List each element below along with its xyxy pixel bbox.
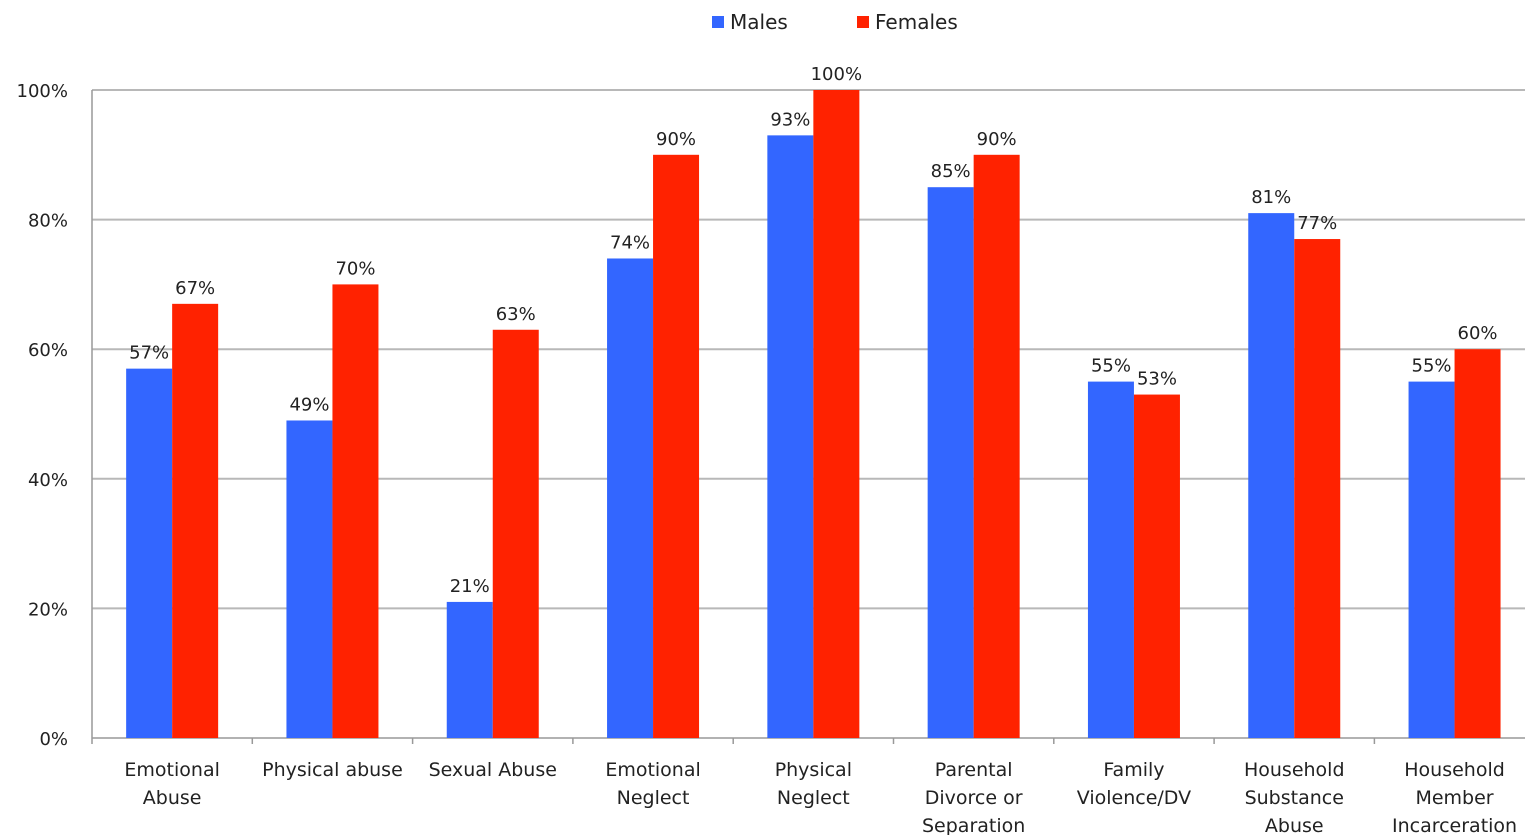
data-label-females: 100% [811, 64, 862, 85]
legend-item-females: Females [857, 10, 958, 34]
x-tick-label: Incarceration [1392, 815, 1517, 835]
data-label-males: 57% [129, 343, 169, 364]
bar-males [1408, 381, 1455, 738]
data-label-males: 55% [1412, 356, 1452, 377]
bar-females [973, 154, 1020, 739]
bar-females [492, 329, 539, 738]
bar-females [1454, 349, 1501, 738]
bar-males [767, 135, 814, 739]
bar-males [126, 368, 173, 738]
data-label-males: 93% [770, 109, 810, 130]
bar-females [813, 90, 860, 738]
x-tick-label: Divorce or [925, 787, 1023, 809]
x-tick-label: Physical [775, 759, 852, 781]
bar-males [607, 258, 654, 738]
x-tick-label: Neglect [617, 787, 690, 809]
bar-males [446, 601, 493, 738]
y-tick-label: 80% [28, 211, 68, 232]
x-tick-label: Family [1103, 759, 1164, 781]
chart-legend: Males Females [0, 10, 1525, 36]
x-tick-label: Parental [935, 759, 1013, 781]
data-label-females: 67% [175, 278, 215, 299]
legend-label-males: Males [730, 10, 788, 34]
legend-swatch-males [712, 16, 724, 28]
bar-females [172, 303, 219, 738]
data-label-males: 21% [450, 576, 490, 597]
data-label-females: 63% [496, 304, 536, 325]
bar-females [1294, 239, 1341, 739]
x-tick-label: Violence/DV [1077, 787, 1191, 809]
x-tick-label: Emotional [605, 759, 700, 781]
legend-label-females: Females [875, 10, 958, 34]
bar-females [653, 154, 700, 739]
y-tick-label: 100% [17, 81, 68, 102]
bar-males [1087, 381, 1134, 738]
data-label-females: 90% [656, 129, 696, 150]
y-tick-label: 20% [28, 599, 68, 620]
x-tick-label: Emotional [124, 759, 219, 781]
x-tick-label: Separation [922, 815, 1025, 835]
x-tick-label: Sexual Abuse [429, 759, 557, 781]
y-tick-label: 0% [39, 729, 68, 750]
data-label-males: 55% [1091, 356, 1131, 377]
y-tick-label: 60% [28, 340, 68, 361]
data-label-females: 70% [335, 258, 375, 279]
data-label-males: 49% [289, 394, 329, 415]
bar-females [1133, 394, 1180, 738]
x-tick-label: Member [1415, 787, 1493, 809]
x-tick-label: Physical abuse [262, 759, 403, 781]
data-label-males: 81% [1251, 187, 1291, 208]
x-tick-label: Neglect [777, 787, 850, 809]
bar-males [927, 187, 974, 738]
data-label-males: 74% [610, 232, 650, 253]
legend-item-males: Males [712, 10, 788, 34]
x-tick-label: Abuse [143, 787, 202, 809]
data-label-females: 77% [1297, 213, 1337, 234]
data-label-females: 60% [1458, 323, 1498, 344]
data-label-females: 90% [977, 129, 1017, 150]
y-tick-label: 40% [28, 470, 68, 491]
bar-females [332, 284, 379, 738]
x-tick-label: Substance [1245, 787, 1344, 809]
data-label-females: 53% [1137, 369, 1177, 390]
x-tick-label: Household [1404, 759, 1505, 781]
legend-swatch-females [857, 16, 869, 28]
x-tick-label: Household [1244, 759, 1345, 781]
bar-males [286, 420, 333, 738]
x-tick-label: Abuse [1265, 815, 1324, 835]
bar-males [1248, 213, 1295, 738]
data-label-males: 85% [931, 161, 971, 182]
